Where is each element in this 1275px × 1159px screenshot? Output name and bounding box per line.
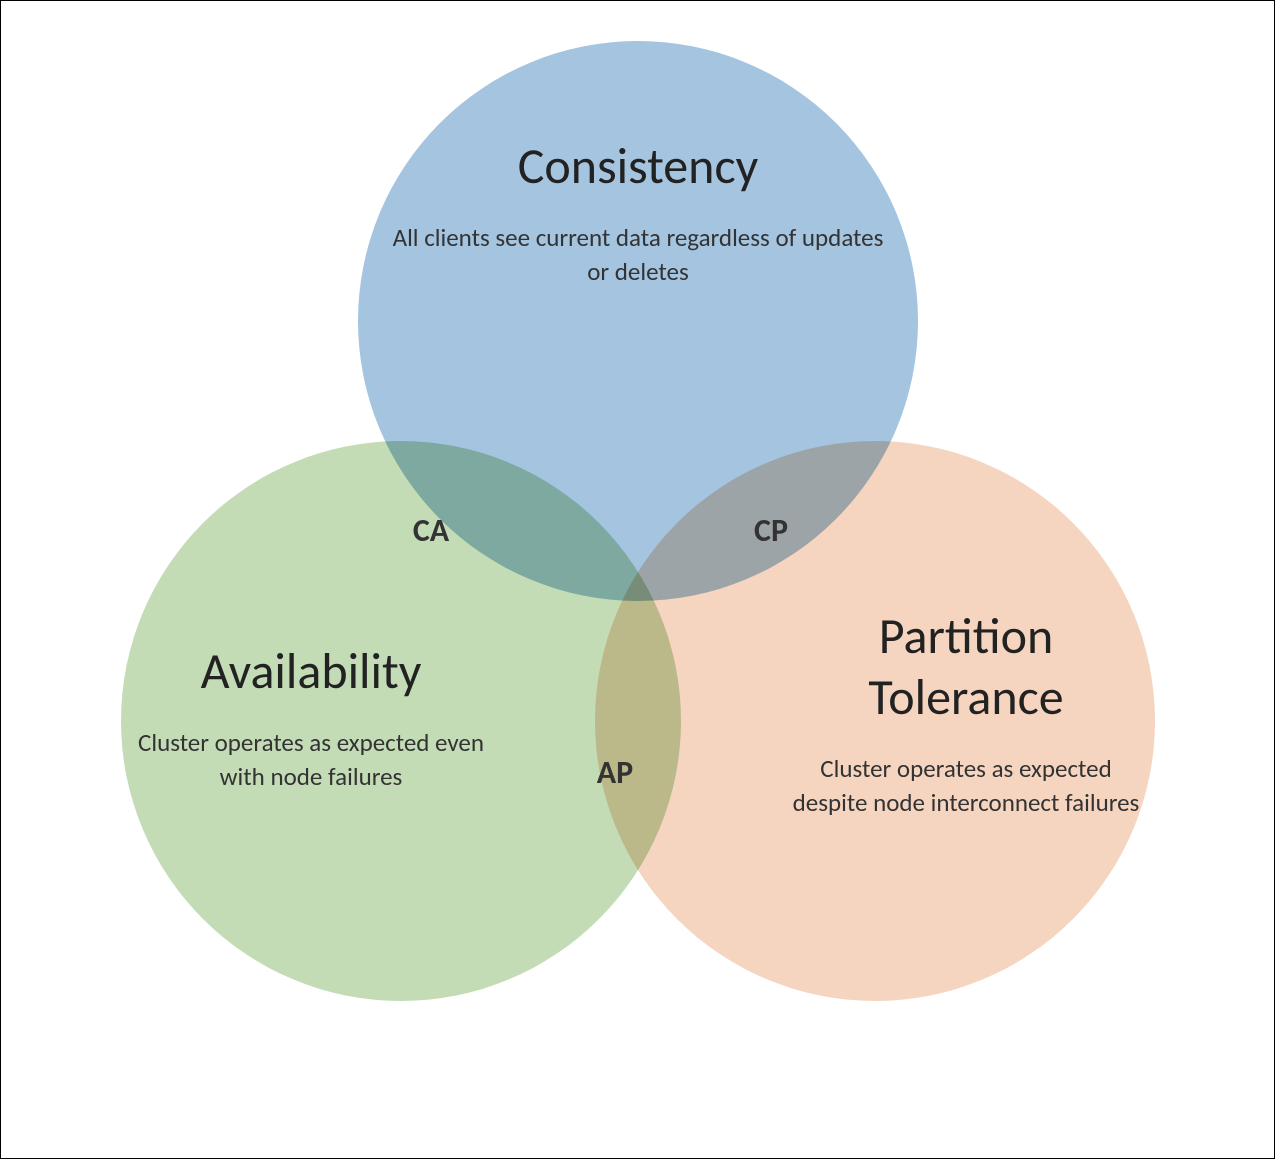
description-availability: Cluster operates as expected even with n… xyxy=(131,726,491,794)
description-consistency: All clients see current data regardless … xyxy=(388,221,888,289)
title-availability: Availability xyxy=(131,641,491,702)
intersection-ap: AP xyxy=(585,753,645,792)
title-consistency: Consistency xyxy=(388,136,888,197)
label-availability: Availability Cluster operates as expecte… xyxy=(131,641,491,794)
description-partition-tolerance: Cluster operates as expected despite nod… xyxy=(781,752,1151,820)
venn-diagram: Consistency All clients see current data… xyxy=(1,1,1274,1158)
label-partition-tolerance: Partition Tolerance Cluster operates as … xyxy=(781,606,1151,820)
intersection-ca: CA xyxy=(401,511,461,550)
title-partition-tolerance: Partition Tolerance xyxy=(781,606,1151,728)
label-consistency: Consistency All clients see current data… xyxy=(388,136,888,289)
intersection-cp: CP xyxy=(741,511,801,550)
